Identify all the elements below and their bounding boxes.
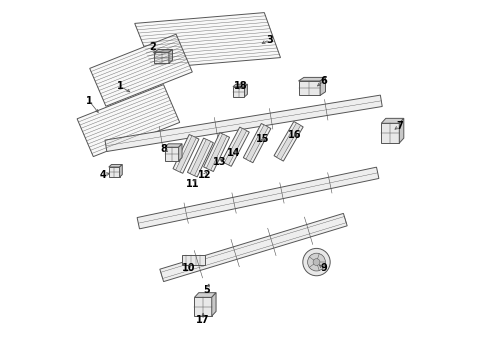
Polygon shape (194, 293, 216, 297)
Polygon shape (320, 77, 325, 95)
Polygon shape (245, 125, 268, 161)
Text: 2: 2 (149, 42, 156, 52)
Polygon shape (134, 13, 280, 68)
Bar (232, 87, 244, 97)
Bar (182, 255, 204, 265)
Text: 8: 8 (160, 144, 166, 154)
Polygon shape (164, 144, 182, 147)
Circle shape (302, 248, 329, 276)
Polygon shape (211, 293, 216, 316)
Text: 12: 12 (198, 170, 211, 180)
Text: 11: 11 (185, 179, 199, 189)
Polygon shape (273, 121, 303, 161)
Polygon shape (276, 123, 300, 159)
Polygon shape (160, 213, 346, 282)
Polygon shape (77, 85, 179, 157)
Polygon shape (187, 138, 213, 177)
Text: 17: 17 (196, 315, 209, 325)
Polygon shape (243, 123, 270, 163)
Polygon shape (221, 127, 249, 166)
Text: 16: 16 (287, 130, 301, 140)
Polygon shape (168, 49, 172, 63)
Text: 5: 5 (203, 285, 210, 295)
Polygon shape (173, 135, 199, 173)
Bar (164, 147, 178, 161)
Bar (381, 123, 399, 143)
Text: 14: 14 (226, 148, 240, 158)
Circle shape (312, 258, 319, 266)
Polygon shape (137, 167, 378, 229)
Polygon shape (206, 134, 226, 170)
Polygon shape (298, 77, 325, 81)
Polygon shape (108, 165, 122, 167)
Text: 18: 18 (234, 81, 247, 91)
Text: 1: 1 (85, 96, 92, 106)
Bar (298, 81, 320, 95)
Circle shape (307, 253, 325, 271)
Text: 3: 3 (266, 35, 272, 45)
Polygon shape (175, 136, 196, 172)
Bar (154, 52, 168, 63)
Bar (194, 297, 211, 316)
Polygon shape (203, 133, 229, 171)
Polygon shape (120, 165, 122, 177)
Bar (108, 167, 120, 177)
Text: 10: 10 (182, 263, 195, 273)
Text: 4: 4 (100, 170, 106, 180)
Polygon shape (154, 49, 172, 52)
Polygon shape (244, 84, 247, 97)
Text: 15: 15 (255, 134, 269, 144)
Polygon shape (224, 129, 246, 165)
Polygon shape (399, 118, 403, 143)
Text: 13: 13 (212, 157, 225, 167)
Polygon shape (381, 118, 403, 123)
Polygon shape (190, 139, 210, 176)
Text: 6: 6 (320, 76, 326, 86)
Polygon shape (89, 34, 192, 106)
Polygon shape (105, 95, 382, 152)
Polygon shape (232, 84, 247, 87)
Text: 1: 1 (117, 81, 123, 91)
Polygon shape (178, 144, 182, 161)
Text: 9: 9 (320, 263, 326, 273)
Text: 7: 7 (395, 121, 402, 131)
